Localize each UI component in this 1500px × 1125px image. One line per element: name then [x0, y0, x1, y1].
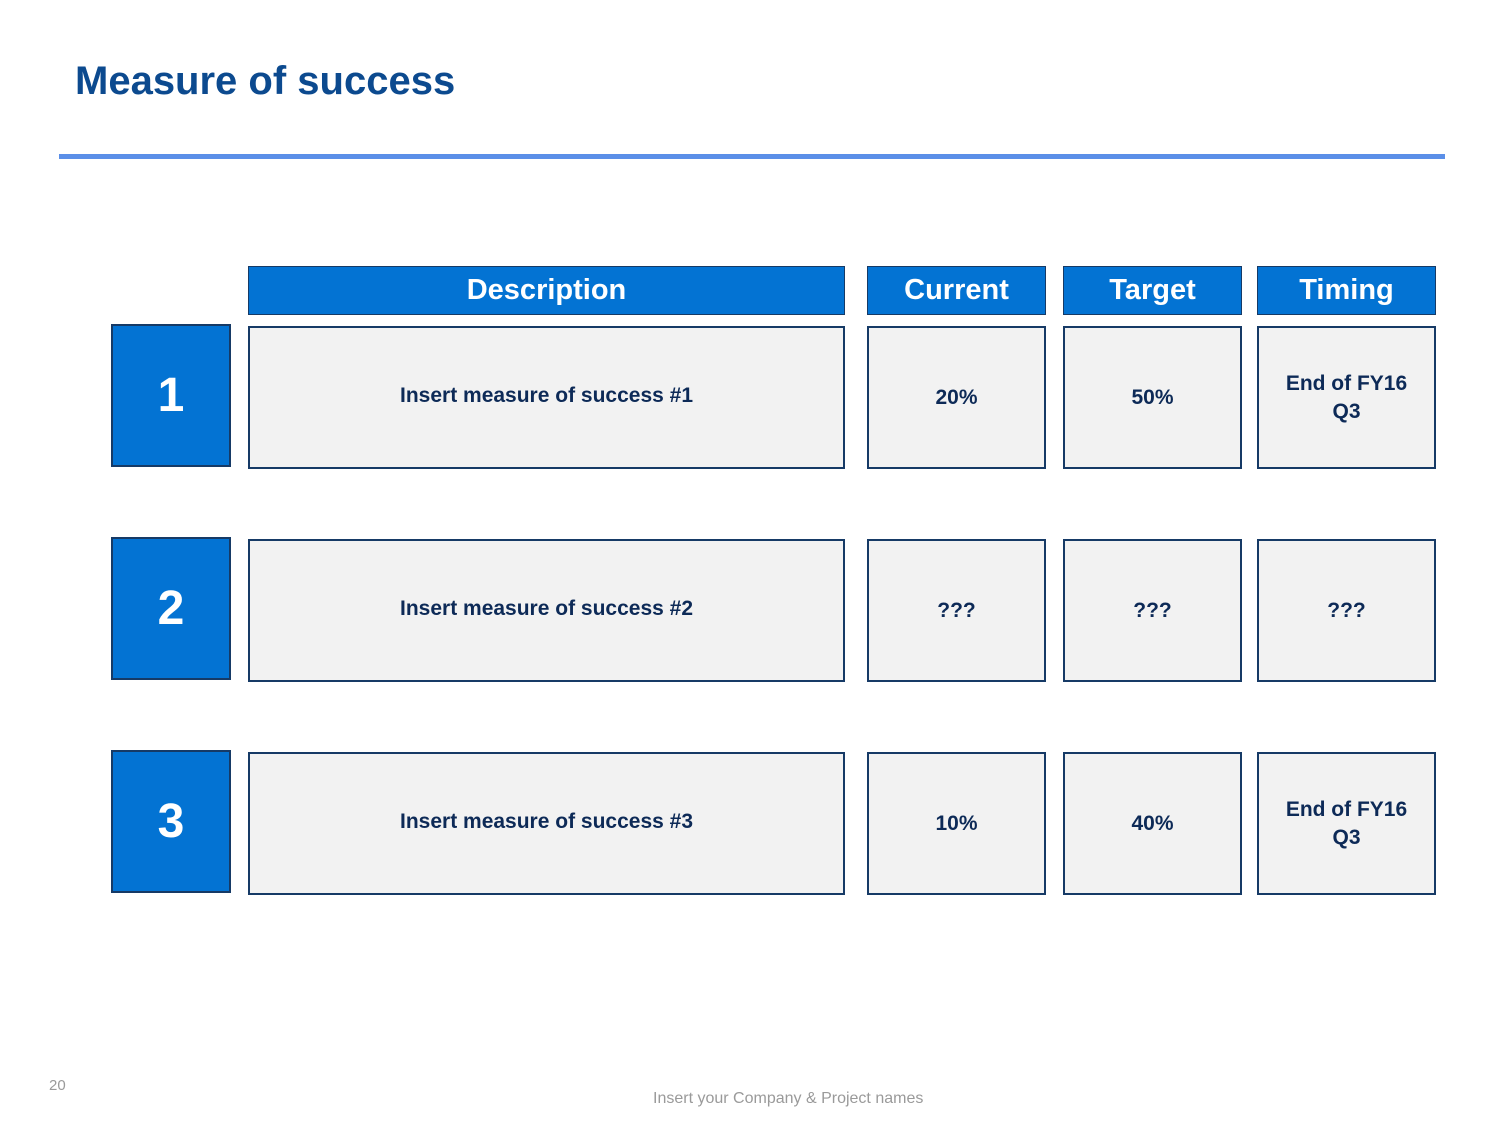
- target-cell: 50%: [1063, 326, 1242, 469]
- header-description: Description: [248, 266, 845, 315]
- target-cell: ???: [1063, 539, 1242, 682]
- description-text: Insert measure of success #1: [400, 383, 693, 407]
- current-cell: ???: [867, 539, 1046, 682]
- header-target: Target: [1063, 266, 1242, 315]
- current-value: ???: [937, 598, 976, 622]
- timing-cell: ???: [1257, 539, 1436, 682]
- slide-title: Measure of success: [75, 59, 456, 103]
- target-value: 40%: [1131, 811, 1174, 835]
- target-value: ???: [1133, 598, 1172, 622]
- target-cell: 40%: [1063, 752, 1242, 895]
- page-number: 20: [49, 1077, 66, 1094]
- current-cell: 10%: [867, 752, 1046, 895]
- timing-cell: End of FY16 Q3: [1257, 752, 1436, 895]
- description-cell: Insert measure of success #2: [248, 539, 845, 682]
- title-divider: [59, 154, 1445, 159]
- description-text: Insert measure of success #2: [400, 596, 693, 620]
- timing-value: ???: [1327, 598, 1366, 622]
- row-number-badge: 3: [111, 750, 231, 893]
- target-value: 50%: [1131, 385, 1174, 409]
- row-number-badge: 1: [111, 324, 231, 467]
- current-value: 10%: [935, 811, 978, 835]
- timing-cell: End of FY16 Q3: [1257, 326, 1436, 469]
- timing-value: End of FY16 Q3: [1285, 797, 1408, 849]
- current-cell: 20%: [867, 326, 1046, 469]
- header-timing: Timing: [1257, 266, 1436, 315]
- description-text: Insert measure of success #3: [400, 809, 693, 833]
- footer-text: Insert your Company & Project names: [653, 1090, 924, 1107]
- row-number-badge: 2: [111, 537, 231, 680]
- current-value: 20%: [935, 385, 978, 409]
- timing-value: End of FY16 Q3: [1285, 371, 1408, 423]
- description-cell: Insert measure of success #3: [248, 752, 845, 895]
- description-cell: Insert measure of success #1: [248, 326, 845, 469]
- header-current: Current: [867, 266, 1046, 315]
